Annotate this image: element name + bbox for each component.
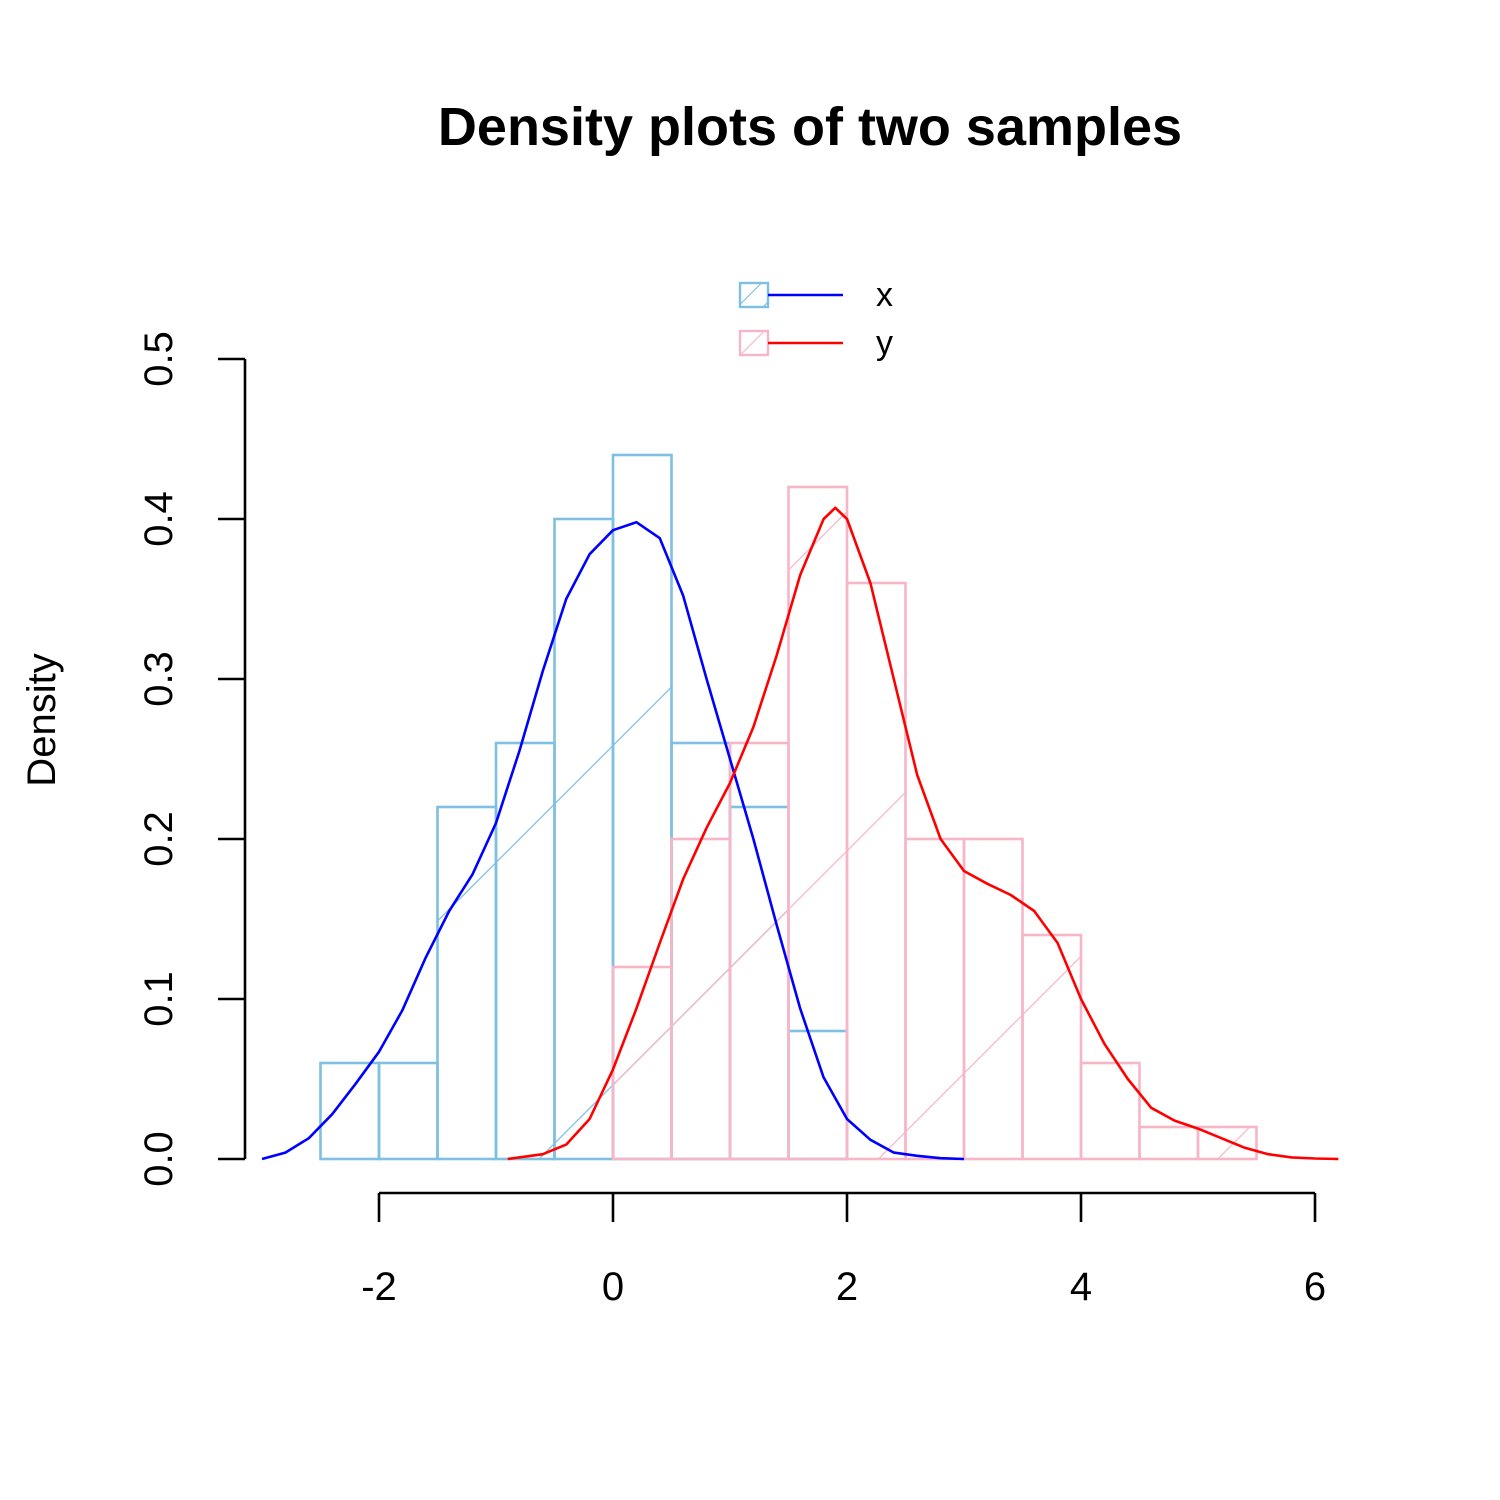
legend-label-x: x [876,276,893,314]
hist-bar-y [670,837,732,1161]
y-axis-label: Density [20,653,64,786]
legend-swatch-y [738,329,770,357]
x-tick-label: 2 [836,1265,858,1309]
axes: 0.0 0.1 0.2 0.3 0.4 0.5 -2 0 2 4 6 [137,331,1326,1309]
y-tick-label: 0.3 [137,651,181,707]
hist-bar-y [1138,1125,1200,1161]
hist-bar-y [1021,933,1083,1161]
density-line-y [507,506,1339,1161]
y-tick-label: 0.4 [137,491,181,547]
hist-bar-x [319,1061,381,1161]
hist-bar-y [787,485,849,1161]
y-tick-label: 0.0 [137,1131,181,1187]
hist-bar-y [1079,1061,1141,1161]
plot-area [261,453,1339,1161]
hist-bar-x [553,517,615,1161]
hist-bar-y [728,741,790,1161]
x-tick-label: 6 [1304,1265,1326,1309]
hist-bar-y [904,837,966,1161]
hist-bar-x [436,805,498,1161]
legend-label-y: y [876,324,893,362]
legend-swatch-x [738,281,770,309]
hist-bar-y [845,581,907,1161]
x-tick-label: -2 [361,1265,397,1309]
hist-bar-y [962,837,1024,1161]
hist-bar-x [494,741,556,1161]
x-tick-label: 4 [1070,1265,1092,1309]
y-tick-label: 0.1 [137,971,181,1027]
legend: xy [738,276,893,362]
x-tick-label: 0 [602,1265,624,1309]
density-line-x [261,520,965,1161]
hist-bar-x [377,1061,439,1161]
chart-title: Density plots of two samples [438,97,1182,157]
hist-bar-y [611,965,673,1161]
y-tick-label: 0.5 [137,331,181,387]
y-tick-label: 0.2 [137,811,181,867]
